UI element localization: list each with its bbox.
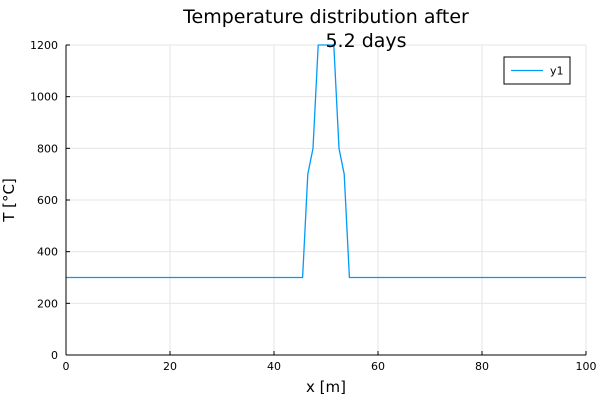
x-tick-label: 60 xyxy=(371,360,385,373)
x-axis-label: x [m] xyxy=(306,378,346,396)
x-tick-label: 20 xyxy=(163,360,177,373)
series-line-y1 xyxy=(66,44,586,279)
chart-title-line-1: Temperature distribution after xyxy=(182,6,469,28)
x-tick-label: 40 xyxy=(267,360,281,373)
x-tick-label: 100 xyxy=(576,360,597,373)
y-axis-label: T [°C] xyxy=(0,178,18,223)
y-tick-label: 1200 xyxy=(30,39,58,52)
y-tick-label: 1000 xyxy=(30,91,58,104)
y-tick-label: 800 xyxy=(37,142,58,155)
chart-title-line-2: 5.2 days xyxy=(325,30,406,52)
legend-label-y1: y1 xyxy=(550,65,564,78)
legend: y1 xyxy=(503,56,571,85)
x-tick-label: 0 xyxy=(63,360,70,373)
y-tick-label: 200 xyxy=(37,297,58,310)
grid xyxy=(65,44,587,356)
y-tick-label: 400 xyxy=(37,246,58,259)
y-tick-label: 600 xyxy=(37,194,58,207)
y-tick-label: 0 xyxy=(51,349,58,362)
series-layer xyxy=(66,44,586,279)
x-tick-label: 80 xyxy=(475,360,489,373)
